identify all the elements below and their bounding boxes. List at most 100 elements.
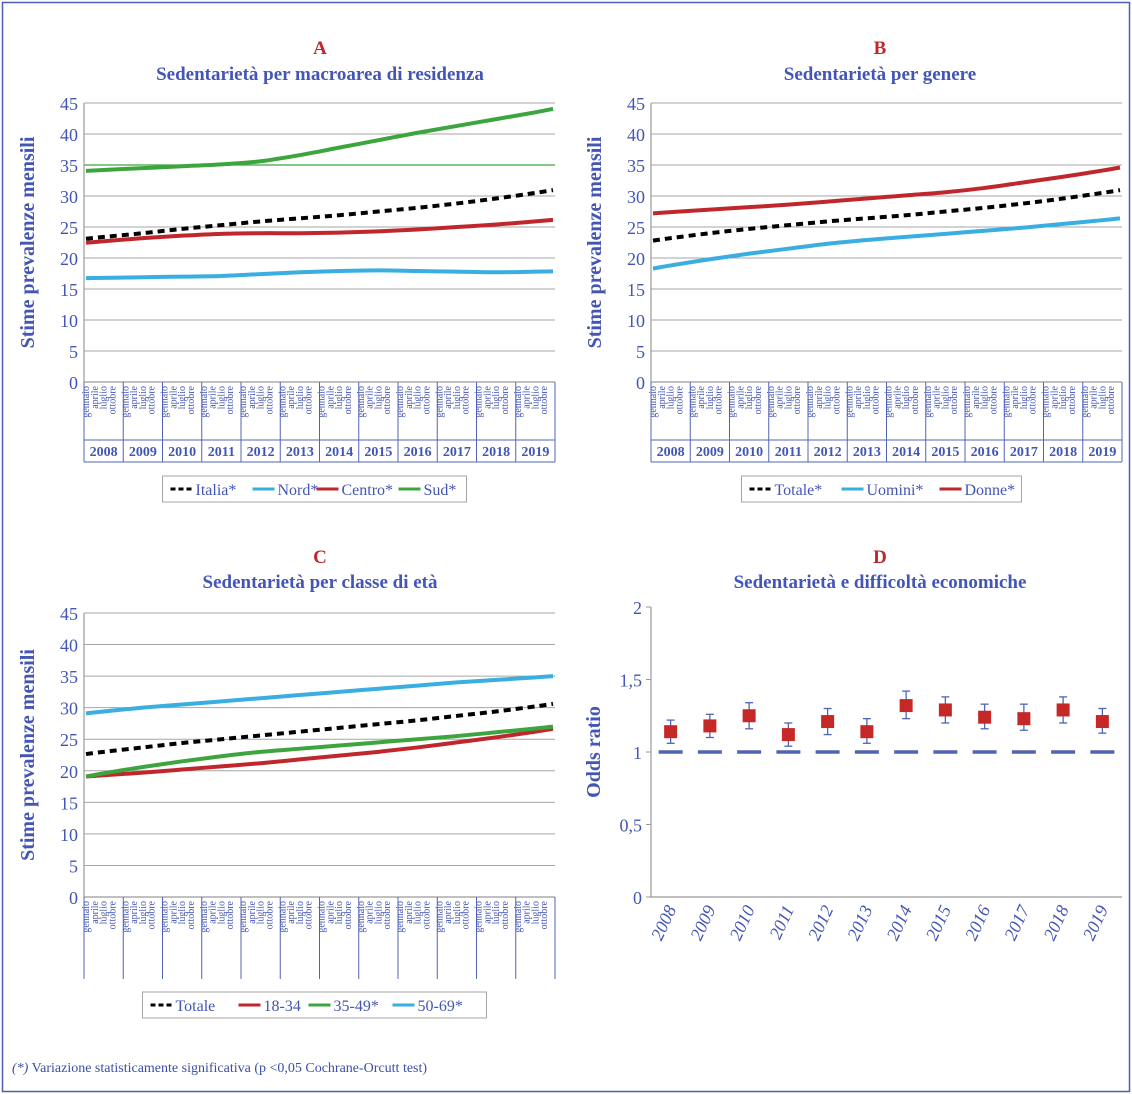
month-tick-label: gennaio [238, 386, 249, 418]
month-tick-label: aprile [696, 385, 707, 408]
panel-b-letter: B [874, 38, 887, 59]
series-line-p2-3 [85, 674, 554, 716]
month-tick-label: aprile [247, 385, 258, 408]
month-tick-label: ottobre [225, 385, 236, 414]
data-point [1056, 703, 1070, 717]
month-tick-label: aprile [168, 900, 179, 923]
month-tick-label: aprile [325, 900, 336, 923]
month-tick-label: ottobre [225, 900, 236, 929]
month-tick-label: luglio [452, 386, 463, 409]
legend-label: 50-69* [418, 998, 463, 1015]
month-tick-label: ottobre [1028, 385, 1039, 414]
month-tick-label: ottobre [343, 385, 354, 414]
month-tick-label: ottobre [382, 385, 393, 414]
series-line-p1-0 [652, 188, 1121, 243]
x-tick-label: 2017 [443, 445, 471, 460]
y-tick-label: 20 [60, 249, 78, 269]
month-tick-label: luglio [256, 386, 267, 409]
y-axis-label: Stime prevalenze mensili [17, 649, 39, 861]
panel-b-title: Sedentarietà per genere [784, 64, 976, 85]
month-tick-label: gennaio [317, 901, 328, 933]
month-tick-label: gennaio [395, 386, 406, 418]
month-tick-label: luglio [216, 386, 227, 409]
y-tick-label: 40 [60, 125, 78, 145]
month-tick-label: ottobre [421, 900, 432, 929]
data-point [821, 715, 835, 729]
panel-c-title: Sedentarietà per classe di età [203, 572, 438, 593]
month-tick-label: aprile [443, 900, 454, 923]
data-point [1095, 715, 1109, 729]
y-axis-label: Stime prevalenze mensili [17, 136, 39, 348]
y-tick-label: 45 [60, 94, 78, 114]
x-tick-label: 2008 [90, 445, 118, 460]
month-tick-label: ottobre [343, 900, 354, 929]
series-line-p2-1 [85, 726, 554, 779]
data-point [781, 728, 795, 742]
month-tick-label: gennaio [81, 901, 92, 933]
month-tick-label: aprile [775, 385, 786, 408]
month-tick-label: luglio [491, 386, 502, 409]
data-point [860, 725, 874, 739]
month-tick-label: gennaio [277, 386, 288, 418]
x-tick-label: 2010 [735, 445, 763, 460]
y-tick-label: 15 [60, 280, 78, 300]
month-tick-label: gennaio [513, 386, 524, 418]
month-tick-label: ottobre [147, 900, 158, 929]
month-tick-label: aprile [522, 900, 533, 923]
month-tick-label: gennaio [648, 386, 659, 418]
x-tick-label: 2011 [775, 445, 802, 460]
series-line-p0-2 [85, 217, 554, 245]
month-tick-label: luglio [530, 901, 541, 924]
y-axis-label: Odds ratio [583, 706, 605, 798]
month-tick-label: luglio [99, 386, 110, 409]
panel-b: B Sedentarietà per genere 0 5 10 15 20 25 30 35… [584, 38, 1123, 503]
month-tick-label: aprile [286, 900, 297, 923]
month-tick-label: gennaio [766, 386, 777, 418]
legend-box [142, 991, 487, 1019]
month-tick-label: aprile [932, 385, 943, 408]
x-tick-label: 2015 [364, 445, 392, 460]
month-tick-label: aprile [90, 900, 101, 923]
legend-label: Centro* [342, 482, 394, 499]
month-tick-label: luglio [334, 386, 345, 409]
y-tick-label: 15 [627, 280, 645, 300]
panel-a-plot: 0 5 10 15 20 25 30 35 40 45 Stime prevalenze mensi… [17, 94, 556, 503]
month-tick-label: gennaio [120, 386, 131, 418]
y-tick-label: 10 [627, 311, 645, 331]
y-tick-label: 35 [60, 156, 78, 176]
x-tick-label: 2009 [129, 445, 157, 460]
y-axis-label: Stime prevalenze mensili [584, 136, 606, 348]
month-tick-label: luglio [99, 901, 110, 924]
x-tick-label: 2008 [657, 445, 685, 460]
y-tick-label: 10 [60, 311, 78, 331]
y-tick-label: 1,5 [620, 671, 643, 691]
data-point [742, 709, 756, 723]
x-tick-label: 2012 [814, 445, 842, 460]
y-tick-label: 30 [60, 699, 78, 719]
month-tick-label: aprile [482, 385, 493, 408]
y-tick-label: 5 [636, 342, 645, 362]
month-tick-label: aprile [482, 900, 493, 923]
month-tick-label: gennaio [356, 901, 367, 933]
month-tick-label: ottobre [714, 385, 725, 414]
month-tick-label: gennaio [727, 386, 738, 418]
y-tick-label: 1 [633, 743, 642, 763]
month-tick-label: aprile [247, 900, 258, 923]
month-tick-label: aprile [365, 900, 376, 923]
x-tick-label: 2019 [1088, 445, 1116, 460]
month-tick-label: ottobre [186, 900, 197, 929]
month-tick-label: luglio [138, 901, 149, 924]
y-tick-label: 35 [627, 156, 645, 176]
month-tick-label: luglio [216, 901, 227, 924]
month-tick-label: gennaio [317, 386, 328, 418]
series-line-p0-3 [85, 106, 554, 173]
month-tick-label: gennaio [356, 386, 367, 418]
legend-label: 35-49* [334, 998, 379, 1015]
y-tick-label: 0 [636, 373, 645, 393]
y-tick-label: 45 [60, 604, 78, 624]
x-tick-label: 2012 [247, 445, 275, 460]
month-tick-label: aprile [735, 385, 746, 408]
month-tick-label: aprile [90, 385, 101, 408]
month-tick-label: gennaio [238, 901, 249, 933]
